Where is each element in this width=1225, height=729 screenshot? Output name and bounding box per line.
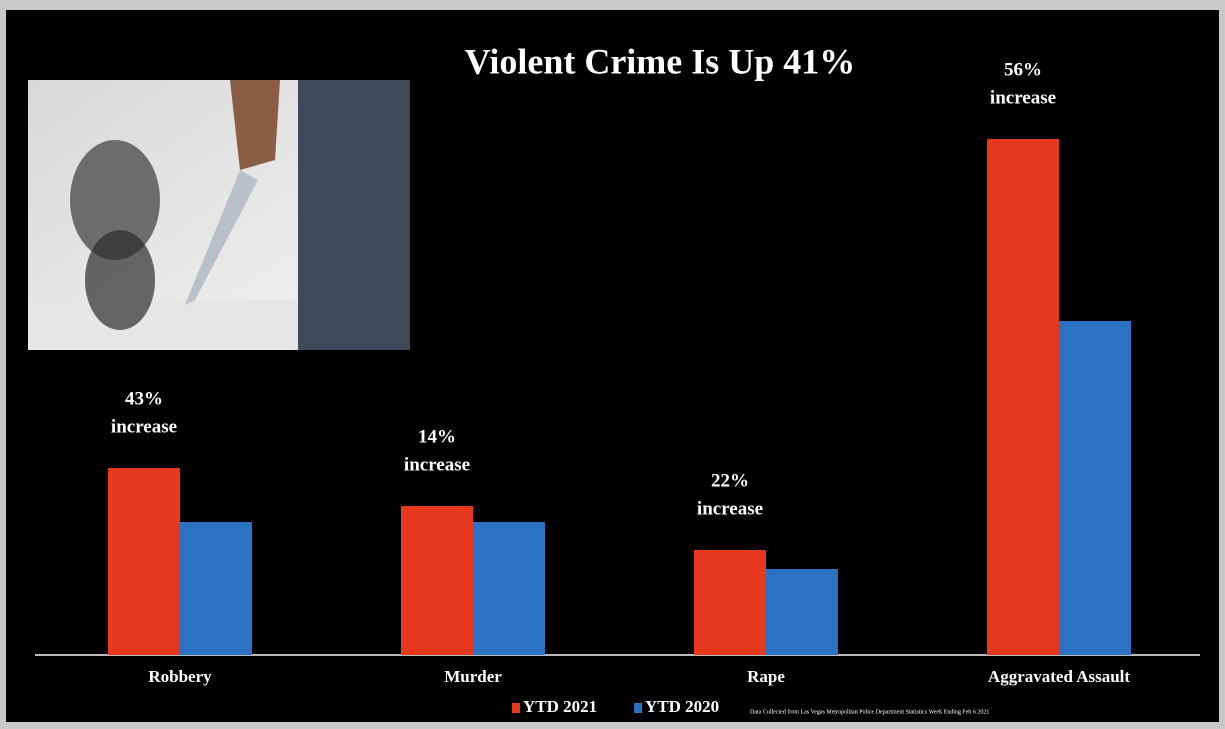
photo-arm bbox=[230, 80, 280, 170]
x-tick-label: Murder bbox=[444, 667, 502, 686]
annotation: increase bbox=[404, 454, 470, 475]
x-tick-label: Robbery bbox=[148, 667, 212, 686]
annotation: increase bbox=[990, 87, 1056, 108]
bar bbox=[180, 522, 252, 655]
annotation: increase bbox=[697, 498, 763, 519]
bar bbox=[987, 139, 1059, 655]
bar bbox=[108, 468, 180, 655]
photo-figure bbox=[85, 230, 155, 330]
bar bbox=[694, 550, 766, 655]
photo bbox=[28, 80, 410, 350]
x-tick-label: Aggravated Assault bbox=[988, 667, 1130, 686]
bar bbox=[473, 522, 545, 655]
annotation: 56% bbox=[1004, 59, 1042, 80]
photo-figure bbox=[70, 140, 160, 260]
annotation: 22% bbox=[711, 470, 749, 491]
legend-swatch bbox=[634, 703, 642, 713]
legend-label: YTD 2021 bbox=[523, 697, 597, 716]
bar bbox=[1059, 321, 1131, 655]
footnote: Data Collected from Las Vegas Metropolit… bbox=[750, 708, 989, 715]
bar bbox=[401, 506, 473, 655]
annotation: 14% bbox=[418, 426, 456, 447]
photo-jeans bbox=[298, 80, 410, 350]
legend-swatch bbox=[512, 703, 520, 713]
legend-label: YTD 2020 bbox=[645, 697, 719, 716]
bar bbox=[766, 569, 838, 655]
annotation: 43% bbox=[125, 388, 163, 409]
annotation: increase bbox=[111, 416, 177, 437]
x-tick-label: Rape bbox=[747, 667, 785, 686]
chart-title: Violent Crime Is Up 41% bbox=[465, 41, 856, 81]
photo-knife bbox=[185, 170, 258, 305]
